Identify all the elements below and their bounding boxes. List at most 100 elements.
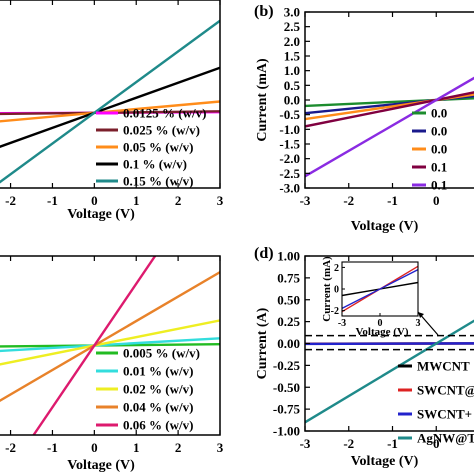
legend-entry-2: 0.025 % (w/v)	[123, 123, 200, 138]
x-axis-label: Voltage (V)	[67, 458, 135, 473]
y-tick-label: 3.0	[284, 5, 300, 20]
plot-frame	[0, 255, 221, 436]
x-tick-label: -3	[300, 193, 311, 208]
y-tick-label: -0.50	[273, 380, 300, 395]
y-tick-label: 2.0	[284, 34, 300, 49]
plot-frame	[0, 0, 221, 189]
series-line-5	[32, 256, 157, 435]
legend-entry-3: SWCNT+	[417, 407, 472, 422]
inset-y-tick-label: -2	[331, 306, 339, 317]
y-tick-label: 1.00	[277, 249, 300, 264]
chart-panel-1: -2 -1 0 1 2 3 Voltage (V) 0.0125 % (w/v) 0.025 %…	[0, 0, 224, 222]
series-line-5	[305, 76, 474, 178]
x-tick-label: -1	[387, 436, 398, 451]
legend-entry-1: 0.0125 % (w/v)	[123, 106, 206, 121]
series-group	[0, 19, 220, 184]
y-tick-label: -1.00	[273, 424, 300, 439]
y-axis-label: Current (mA)	[255, 58, 270, 142]
legend-entry-2: SWCNT@	[417, 383, 474, 398]
x-tick-label: -2	[5, 440, 16, 455]
series-line-5	[0, 19, 220, 184]
panel-label: (b)	[254, 3, 274, 20]
chart-panel-2: -3-2-101-3.0-2.5-2.0-1.5-1.0-0.50.00.51.…	[254, 3, 474, 234]
x-axis-label: Voltage (V)	[351, 454, 419, 469]
inset-y-tick-label: 0	[334, 285, 339, 296]
legend-entry-5: 0.15 % (w/v)	[123, 174, 193, 189]
x-tick-label: -2	[343, 436, 354, 451]
inset-y-axis-label: Current (mA)	[321, 256, 333, 322]
y-tick-label: 0.00	[277, 336, 300, 351]
y-tick-label: 1.0	[284, 63, 300, 78]
legend: 0.0 0.0 0.0 0.1 0.1	[412, 106, 447, 193]
inset-x-tick-label: 3	[416, 318, 421, 329]
inset-pointer-arrowhead	[418, 312, 424, 318]
y-tick-label: 1.5	[284, 49, 301, 64]
series-line-3	[305, 342, 474, 346]
y-tick-label: -2.0	[279, 151, 300, 166]
x-axis-label: Voltage (V)	[67, 207, 135, 222]
x-axis-label: Voltage (V)	[351, 219, 419, 234]
x-tick-label: 0	[433, 193, 440, 208]
panel-label: (d)	[254, 245, 274, 262]
x-tick-label: 1	[133, 193, 140, 208]
y-tick-label: -2.5	[279, 166, 300, 181]
legend-entry-3: 0.0	[431, 142, 447, 157]
y-tick-label: -0.25	[273, 358, 301, 373]
legend-entry-4: 0.04 % (w/v)	[123, 400, 193, 415]
inset-x-tick-label: -3	[338, 318, 346, 329]
x-tick-label: -2	[5, 193, 16, 208]
y-tick-label: -3.0	[279, 181, 300, 196]
legend: MWCNT SWCNT@ SWCNT+ AgNW@T	[398, 359, 474, 446]
inset-x-axis-label: Voltage (V)	[355, 326, 408, 338]
x-tick-label: -1	[47, 193, 58, 208]
x-tick-label: 0	[91, 193, 98, 208]
y-tick-label: 0.75	[277, 270, 300, 285]
x-tick-label: -3	[300, 436, 311, 451]
legend-entry-4: 0.1	[431, 160, 447, 175]
x-tick-label: 3	[217, 193, 224, 208]
series-line-4	[305, 319, 474, 424]
y-tick-label: 0.25	[277, 314, 300, 329]
inset-x-tick-label: 0	[378, 318, 383, 329]
x-tick-label: 0	[91, 440, 98, 455]
legend-entry-3: 0.02 % (w/v)	[123, 382, 193, 397]
series-group	[305, 319, 474, 424]
legend-entry-1: MWCNT	[417, 359, 470, 374]
y-axis-label: Current (A)	[255, 307, 270, 379]
chart-panel-3: -2 -1 0 1 2 3 Voltage (V) 0.005 % (w/v) 0.01 % (…	[0, 255, 224, 473]
x-tick-label: 0	[433, 436, 440, 451]
legend: 0.0125 % (w/v) 0.025 % (w/v) 0.05 % (w/v) 0…	[96, 106, 206, 189]
chart-panel-4: -3-2-101-1.00-0.75-0.50-0.250.000.250.50…	[254, 245, 474, 469]
inset-chart: -3 0 3 -2 0 2 Voltage (V) Current (mA)	[321, 256, 439, 338]
x-tick-label: 3	[217, 440, 224, 455]
x-tick-label: -1	[47, 440, 58, 455]
legend-entry-2: 0.01 % (w/v)	[123, 364, 193, 379]
legend-entry-4: AgNW@T	[417, 431, 474, 446]
y-tick-label: 0.50	[277, 292, 300, 307]
legend-entry-3: 0.05 % (w/v)	[123, 140, 193, 155]
series-group	[305, 76, 474, 178]
legend-entry-1: 0.005 % (w/v)	[123, 346, 200, 361]
y-tick-label: 0.0	[284, 93, 300, 108]
y-tick-label: 0.5	[284, 78, 301, 93]
legend: 0.005 % (w/v) 0.01 % (w/v) 0.02 % (w/v) 0.0…	[96, 346, 200, 433]
inset-series-line-3	[341, 268, 419, 310]
x-tick-label: 2	[175, 440, 182, 455]
legend-entry-1: 0.0	[431, 106, 447, 121]
y-tick-label: -1.5	[279, 137, 300, 152]
y-tick-label: -0.75	[273, 402, 301, 417]
x-tick-label: -1	[387, 193, 398, 208]
y-tick-label: -0.5	[279, 107, 300, 122]
y-tick-label: 2.5	[284, 19, 301, 34]
series-group	[0, 256, 220, 435]
x-tick-label: -2	[343, 193, 354, 208]
inset-y-tick-label: 2	[334, 263, 339, 274]
legend-entry-4: 0.1 % (w/v)	[123, 157, 187, 172]
legend-entry-5: 0.1	[431, 178, 447, 193]
y-tick-label: -1.0	[279, 122, 300, 137]
legend-entry-2: 0.0	[431, 124, 447, 139]
x-tick-label: 2	[175, 193, 182, 208]
x-tick-label: 1	[133, 440, 140, 455]
legend-entry-5: 0.06 % (w/v)	[123, 418, 193, 433]
